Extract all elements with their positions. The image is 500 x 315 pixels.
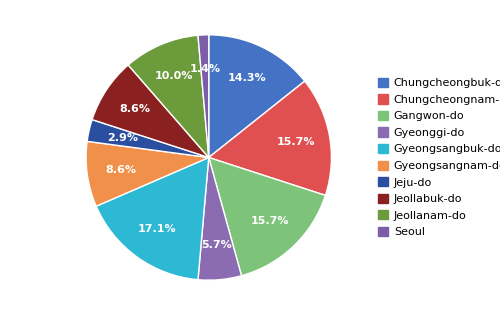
Wedge shape (208, 81, 332, 195)
Wedge shape (87, 120, 208, 158)
Wedge shape (96, 158, 208, 280)
Legend: Chungcheongbuk-do, Chungcheongnam-do, Gangwon-do, Gyeonggi-do, Gyeongsangbuk-do,: Chungcheongbuk-do, Chungcheongnam-do, Ga… (374, 73, 500, 242)
Text: 8.6%: 8.6% (120, 104, 150, 114)
Wedge shape (128, 35, 208, 158)
Text: 15.7%: 15.7% (250, 216, 289, 226)
Text: 10.0%: 10.0% (155, 71, 194, 81)
Text: 5.7%: 5.7% (202, 240, 232, 250)
Wedge shape (86, 141, 208, 206)
Text: 17.1%: 17.1% (138, 224, 176, 234)
Text: 2.9%: 2.9% (107, 133, 138, 143)
Wedge shape (208, 35, 304, 158)
Wedge shape (208, 158, 326, 276)
Text: 8.6%: 8.6% (106, 165, 137, 175)
Text: 14.3%: 14.3% (228, 73, 266, 83)
Wedge shape (198, 35, 208, 158)
Wedge shape (92, 65, 208, 158)
Text: 15.7%: 15.7% (276, 137, 315, 147)
Text: 1.4%: 1.4% (190, 64, 220, 74)
Wedge shape (198, 158, 242, 280)
